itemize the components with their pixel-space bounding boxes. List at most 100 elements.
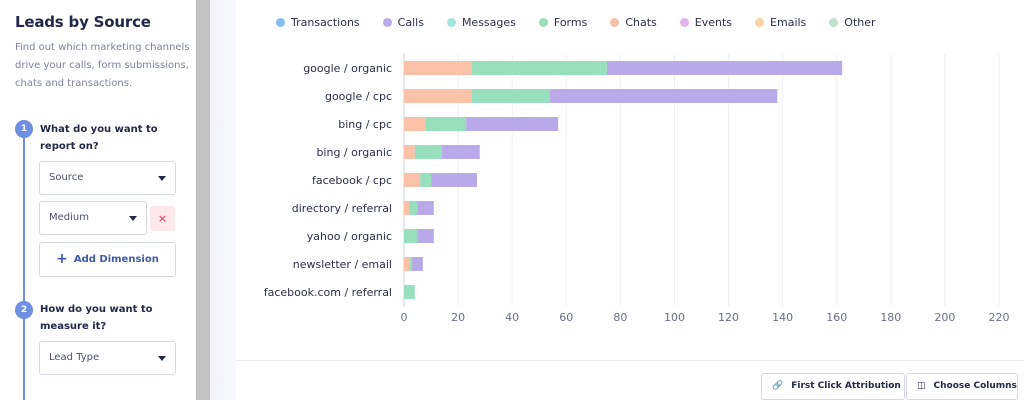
legend-swatch (679, 18, 689, 27)
category-label: google / cpc (325, 90, 392, 103)
dimension-select-source[interactable]: Source (39, 161, 176, 195)
legend-swatch (276, 18, 285, 27)
x-tick-label: 80 (613, 311, 627, 324)
step-number-1: 1 (15, 120, 33, 138)
panel-description: Find out which marketing channels drive … (15, 42, 190, 89)
panel-title: Leads by Source (15, 13, 151, 31)
bar-segment-calls[interactable] (550, 89, 778, 103)
step-number-2: 2 (15, 301, 33, 319)
bar-segment-chats[interactable] (404, 89, 472, 103)
x-tick-label: 160 (826, 311, 847, 324)
x-tick-label: 200 (934, 311, 955, 324)
remove-dimension-button[interactable]: × (150, 206, 175, 231)
x-tick-label: 180 (880, 311, 901, 324)
legend-item[interactable]: Forms (538, 16, 610, 29)
legend-label: Forms (553, 16, 588, 29)
chevron-down-icon (158, 176, 166, 181)
x-tick-label: 60 (559, 311, 573, 324)
x-tick-label: 220 (989, 311, 1010, 324)
bar-segment-calls[interactable] (412, 257, 423, 271)
bar-segment-calls[interactable] (417, 229, 434, 243)
bar-segment-chats[interactable] (404, 145, 415, 159)
chevron-down-icon (129, 216, 137, 221)
legend-swatch (755, 18, 765, 27)
chevron-down-icon (158, 356, 166, 361)
x-tick-label: 40 (505, 311, 519, 324)
bar-segment-chats[interactable] (404, 61, 472, 75)
category-label: google / organic (303, 62, 392, 75)
bar-segment-chats[interactable] (404, 117, 426, 131)
legend-label: Transactions (291, 16, 360, 29)
legend-label: Chats (625, 16, 657, 29)
legend-swatch (538, 18, 548, 27)
choose-columns-button[interactable]: ◫ Choose Columns (906, 373, 1018, 400)
bar-segment-chats[interactable] (404, 257, 410, 271)
legend-item[interactable]: Emails (755, 16, 829, 29)
link-icon: 🔗 (772, 381, 784, 391)
panel-gutter (210, 0, 236, 400)
legend-label: Other (844, 16, 876, 29)
chart-area (236, 0, 1024, 360)
plus-icon: + (56, 251, 68, 267)
measure-select-lead-type[interactable]: Lead Type (39, 341, 176, 375)
bar-segment-forms[interactable] (409, 201, 418, 215)
legend-swatch (610, 18, 620, 27)
bar-segment-forms[interactable] (409, 257, 413, 271)
bar-segment-forms[interactable] (404, 229, 418, 243)
bar-segment-chats[interactable] (404, 173, 421, 187)
add-dimension-button[interactable]: + Add Dimension (39, 242, 176, 277)
report-builder-panel: Leads by Source Find out which marketing… (0, 0, 196, 400)
legend-label: Emails (770, 16, 807, 29)
category-label: directory / referral (292, 202, 392, 215)
category-label: yahoo / organic (307, 230, 392, 243)
x-tick-label: 140 (772, 311, 793, 324)
bar-segment-forms[interactable] (471, 61, 607, 75)
step-question-1: What do you want to report on? (40, 124, 158, 152)
bar-segment-forms[interactable] (414, 145, 442, 159)
legend-item[interactable]: Other (829, 16, 898, 29)
legend-label: Calls (397, 16, 424, 29)
add-dimension-label: Add Dimension (73, 254, 159, 265)
x-tick-label: 20 (451, 311, 465, 324)
category-label: bing / organic (316, 146, 392, 159)
dimension-select-medium[interactable]: Medium (39, 201, 147, 235)
leads-by-source-chart: 0 20 40 60 80 100 120 140 160 180 200 220 google / o… (264, 54, 1010, 324)
legend-item[interactable]: Transactions (276, 16, 383, 29)
legend-item[interactable]: Calls (382, 16, 447, 29)
chart-legend: Transactions Calls Messages Forms Chats Event… (276, 16, 899, 29)
attribution-label: First Click Attribution (791, 381, 901, 391)
attribution-dropdown[interactable]: 🔗 First Click Attribution (761, 373, 915, 400)
bar-segment-forms[interactable] (471, 89, 551, 103)
bar-segment-chats[interactable] (404, 201, 410, 215)
category-label: newsletter / email (293, 258, 392, 271)
bar-segment-calls[interactable] (466, 117, 559, 131)
category-label: bing / cpc (338, 118, 392, 131)
bar-segment-calls[interactable] (431, 173, 478, 187)
legend-label: Messages (461, 16, 516, 29)
legend-label: Events (694, 16, 733, 29)
legend-swatch (446, 18, 456, 27)
choose-columns-label: Choose Columns (933, 381, 1017, 391)
bar-segment-forms[interactable] (404, 285, 415, 299)
measure-select-value: Lead Type (49, 352, 100, 363)
bar-segment-calls[interactable] (606, 61, 843, 75)
x-tick-label: 120 (718, 311, 739, 324)
bar-segment-forms[interactable] (420, 173, 432, 187)
legend-swatch (829, 18, 839, 27)
category-label: facebook / cpc (312, 174, 392, 187)
bar-segment-calls[interactable] (417, 201, 434, 215)
close-icon: × (157, 212, 168, 225)
bar-segment-forms[interactable] (425, 117, 467, 131)
legend-item[interactable]: Chats (610, 16, 679, 29)
step-connector (23, 318, 25, 400)
dimension-select-medium-value: Medium (49, 212, 89, 223)
sidebar-scrollbar[interactable] (196, 0, 210, 400)
columns-icon: ◫ (917, 381, 926, 391)
step-connector (23, 138, 25, 308)
bar-segment-calls[interactable] (441, 145, 480, 159)
step-question-2: How do you want to measure it? (40, 304, 153, 332)
legend-item[interactable]: Events (679, 16, 755, 29)
legend-swatch (382, 18, 392, 27)
dimension-select-source-value: Source (49, 172, 84, 183)
legend-item[interactable]: Messages (446, 16, 539, 29)
